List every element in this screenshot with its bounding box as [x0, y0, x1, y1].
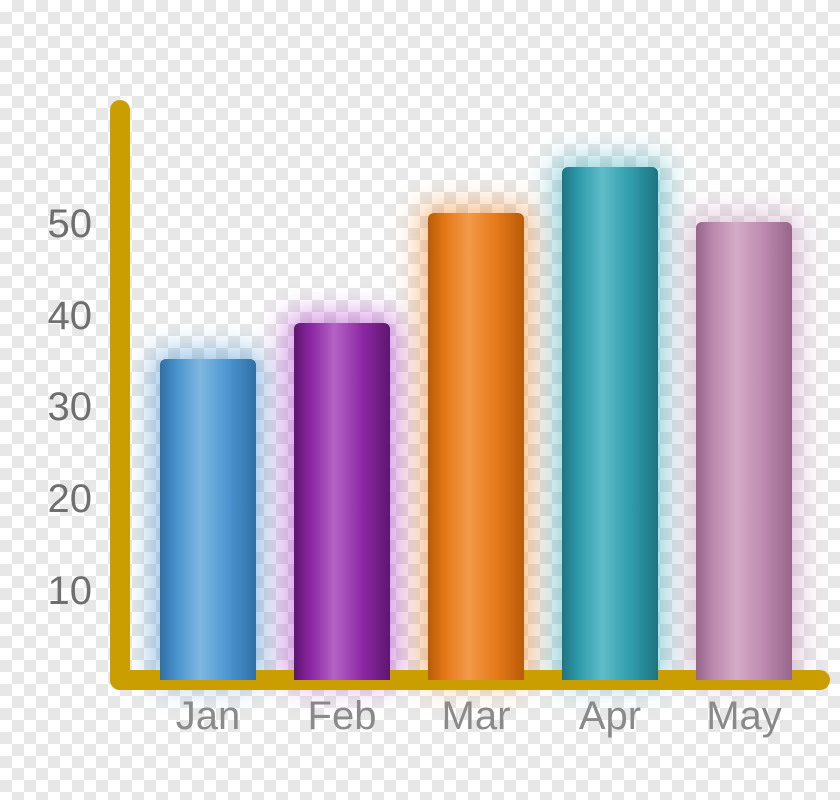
plot-area: [120, 130, 810, 680]
bar-jan: [160, 359, 256, 680]
y-tick-label: 50: [0, 202, 92, 247]
y-tick-label: 10: [0, 569, 92, 614]
monthly-bar-chart: 10 20 30 40 50 JanFebMarAprMay: [0, 0, 840, 800]
y-axis-line: [110, 100, 130, 690]
x-label-may: May: [676, 694, 812, 739]
bar-apr: [562, 167, 658, 680]
x-label-apr: Apr: [542, 694, 678, 739]
bar-mar: [428, 213, 524, 681]
bar-feb: [294, 323, 390, 681]
y-tick-label: 20: [0, 477, 92, 522]
x-label-mar: Mar: [408, 694, 544, 739]
x-label-jan: Jan: [140, 694, 276, 739]
x-label-feb: Feb: [274, 694, 410, 739]
y-tick-label: 40: [0, 294, 92, 339]
y-tick-label: 30: [0, 385, 92, 430]
bar-may: [696, 222, 792, 680]
